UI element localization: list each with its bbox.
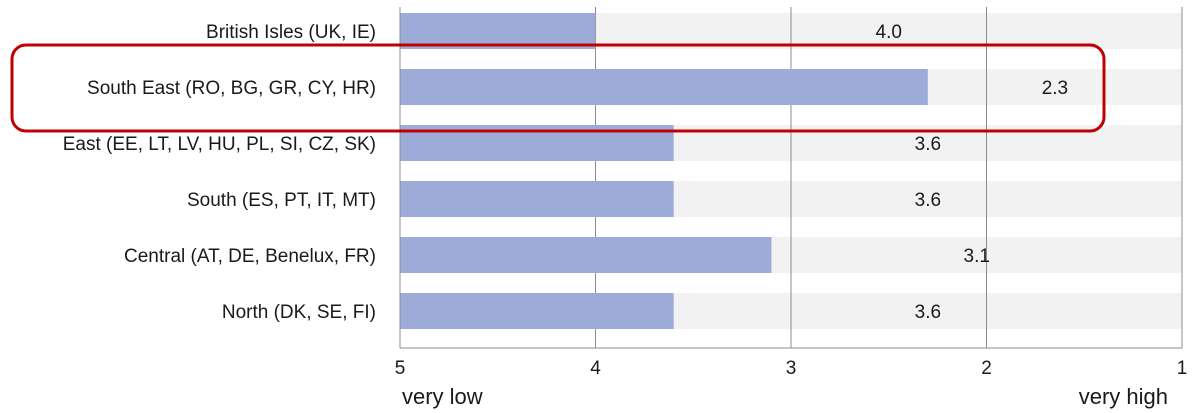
bar-central-at-de-benelux-fr [400, 237, 772, 273]
value-label-east-ee-lt-lv-hu-pl-si-cz-sk: 3.6 [915, 134, 941, 155]
category-label-british-isles-uk-ie: British Isles (UK, IE) [206, 22, 376, 43]
highlight-rect [10, 43, 1106, 133]
category-label-south-es-pt-it-mt: South (ES, PT, IT, MT) [187, 190, 376, 211]
value-label-central-at-de-benelux-fr: 3.1 [964, 246, 990, 267]
value-label-north-dk-se-fi: 3.6 [915, 302, 941, 323]
value-label-south-east-ro-bg-gr-cy-hr: 2.3 [1042, 78, 1068, 99]
axis-note-low: very low [402, 384, 483, 409]
category-label-east-ee-lt-lv-hu-pl-si-cz-sk: East (EE, LT, LV, HU, PL, SI, CZ, SK) [63, 134, 376, 155]
tick-label-3: 3 [786, 358, 797, 379]
bar-south-east-ro-bg-gr-cy-hr [400, 69, 928, 105]
x-axis [399, 7, 1182, 349]
bars [400, 13, 928, 329]
category-label-south-east-ro-bg-gr-cy-hr: South East (RO, BG, GR, CY, HR) [87, 78, 376, 99]
value-label-british-isles-uk-ie: 4.0 [876, 22, 902, 43]
axis-note-high: very high [1079, 384, 1168, 409]
tick-label-1: 1 [1177, 358, 1188, 379]
category-label-central-at-de-benelux-fr: Central (AT, DE, Benelux, FR) [124, 246, 376, 267]
category-label-north-dk-se-fi: North (DK, SE, FI) [222, 302, 376, 323]
bar-south-es-pt-it-mt [400, 181, 674, 217]
bar-north-dk-se-fi [400, 293, 674, 329]
x-tick-labels: 5 4 3 2 1 [395, 358, 1188, 379]
tick-label-4: 4 [590, 358, 601, 379]
value-labels: 4.0 2.3 3.6 3.6 3.1 3.6 [876, 22, 1069, 323]
bar-british-isles-uk-ie [400, 13, 596, 49]
tick-label-5: 5 [395, 358, 406, 379]
highlight-box [10, 43, 1106, 133]
tick-label-2: 2 [981, 358, 992, 379]
value-label-south-es-pt-it-mt: 3.6 [915, 190, 941, 211]
category-labels: British Isles (UK, IE) South East (RO, BG… [63, 22, 376, 323]
